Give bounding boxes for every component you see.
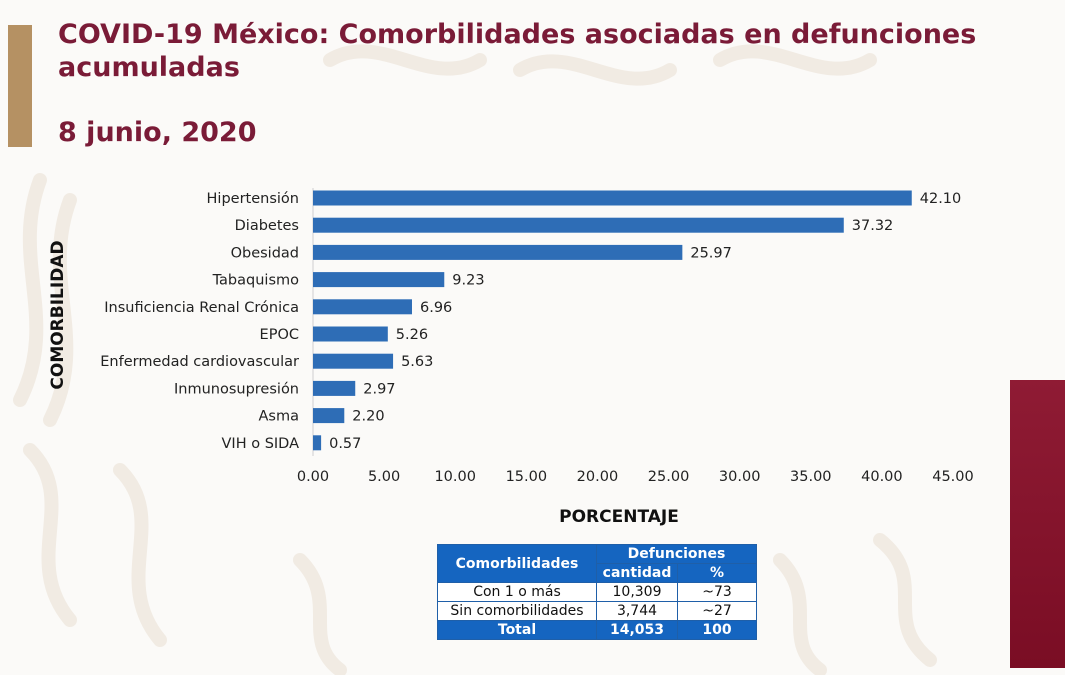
x-tick-label: 0.00 (297, 469, 329, 485)
table-cell: 10,309 (596, 582, 678, 602)
bar (313, 217, 844, 233)
table-cell: ~27 (677, 601, 757, 621)
data-label: 9.23 (452, 273, 484, 289)
bar (313, 190, 912, 206)
bar (313, 353, 394, 369)
category-label: Diabetes (235, 218, 299, 234)
category-label: Asma (259, 409, 299, 425)
table-row: Con 1 o más 10,309 ~73 (437, 582, 757, 602)
x-tick-label: 15.00 (506, 469, 548, 485)
x-tick-label: 20.00 (577, 469, 619, 485)
table-total-row: Total 14,053 100 (437, 620, 757, 640)
table-subheader-cantidad: cantidad (596, 563, 678, 583)
x-tick-label: 35.00 (790, 469, 832, 485)
category-label: Inmunosupresión (174, 381, 299, 397)
data-label: 2.97 (363, 381, 395, 397)
gold-accent-bar (8, 25, 32, 147)
bar (313, 244, 683, 260)
category-label: Hipertensión (207, 191, 299, 207)
table-total-label: Total (437, 620, 597, 640)
table-cell: 3,744 (596, 601, 678, 621)
bar (313, 380, 356, 396)
bar (313, 435, 322, 451)
category-label: Obesidad (231, 245, 299, 261)
table-cell: Sin comorbilidades (437, 601, 597, 621)
data-label: 2.20 (352, 409, 384, 425)
table-subheader-percent: % (677, 563, 757, 583)
table-header-comorbilidades: Comorbilidades (437, 544, 597, 583)
table-row: Sin comorbilidades 3,744 ~27 (437, 601, 757, 621)
x-tick-label: 10.00 (434, 469, 476, 485)
category-label: EPOC (260, 327, 299, 343)
x-axis-title: PORCENTAJE (559, 507, 679, 527)
data-label: 0.57 (329, 436, 361, 452)
table-total-percent: 100 (677, 620, 757, 640)
category-label: VIH o SIDA (222, 436, 300, 452)
data-label: 5.63 (401, 354, 433, 370)
data-label: 25.97 (690, 245, 732, 261)
x-tick-label: 30.00 (719, 469, 761, 485)
table-total-cantidad: 14,053 (596, 620, 678, 640)
category-label: Insuficiencia Renal Crónica (104, 300, 299, 316)
page-title: COVID-19 México: Comorbilidades asociada… (58, 19, 977, 83)
maroon-accent-box (1010, 380, 1065, 668)
category-label: Enfermedad cardiovascular (100, 354, 299, 370)
comorbidity-summary-table: Comorbilidades Defunciones cantidad % Co… (437, 544, 757, 640)
bar (313, 326, 388, 342)
bar (313, 408, 345, 424)
y-axis-title: COMORBILIDAD (48, 240, 68, 389)
comorbidity-bar-chart: COMORBILIDAD Hipertensión 42.10 Diabetes 37… (48, 188, 974, 527)
x-tick-label: 25.00 (648, 469, 690, 485)
bar (313, 272, 445, 288)
x-tick-label: 5.00 (368, 469, 400, 485)
x-tick-label: 45.00 (932, 469, 974, 485)
table-header-defunciones: Defunciones (596, 544, 757, 564)
bar (313, 299, 412, 315)
data-label: 6.96 (420, 300, 452, 316)
table-cell: ~73 (677, 582, 757, 602)
table-cell: Con 1 o más (437, 582, 597, 602)
data-label: 42.10 (920, 191, 962, 207)
data-label: 37.32 (852, 218, 894, 234)
data-label: 5.26 (396, 327, 428, 343)
x-tick-label: 40.00 (861, 469, 903, 485)
report-date: 8 junio, 2020 (58, 117, 257, 148)
category-label: Tabaquismo (212, 273, 300, 289)
